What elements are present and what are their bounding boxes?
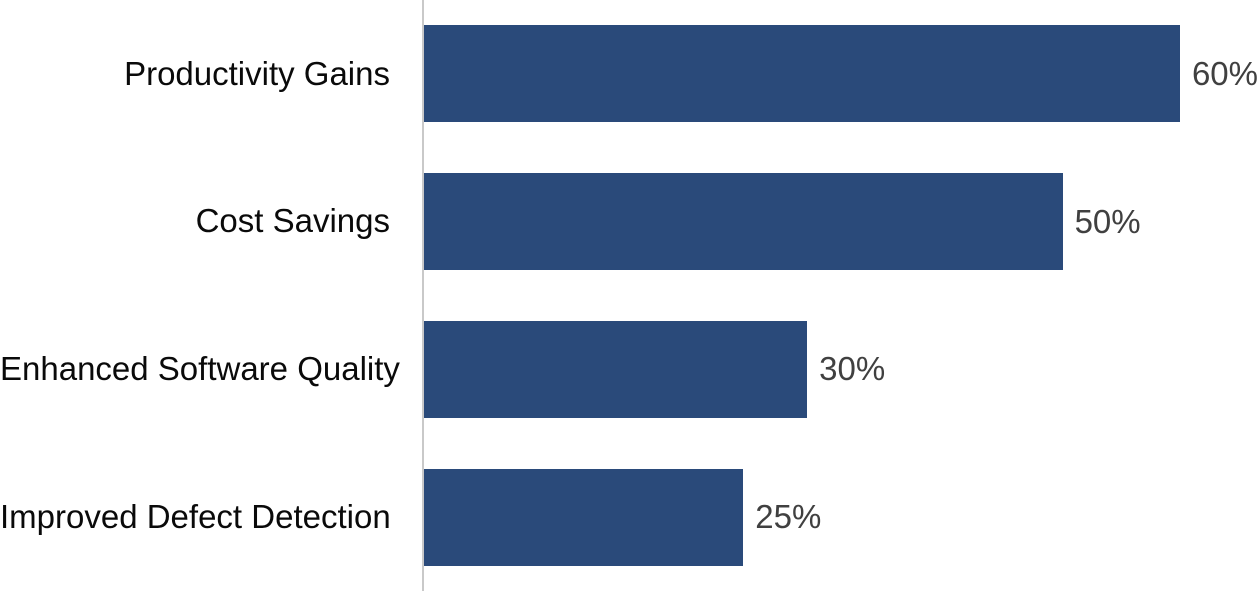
y-axis-line: [422, 0, 424, 591]
bar-area: 25%: [424, 443, 1258, 591]
value-label: 25%: [755, 498, 822, 536]
bar-row: Improved Defect Detection 25%: [0, 443, 1258, 591]
bar-row: Cost Savings 50%: [0, 148, 1258, 296]
bar-area: 60%: [424, 0, 1258, 148]
category-label: Cost Savings: [195, 202, 390, 240]
bar-row: Enhanced Software Quality 30%: [0, 296, 1258, 444]
bar-row: Productivity Gains 60%: [0, 0, 1258, 148]
category-label: Improved Defect Detection: [0, 497, 391, 535]
bar: [424, 25, 1180, 123]
category-label: Productivity Gains: [124, 54, 390, 92]
bar-area: 30%: [424, 296, 1258, 444]
category-label: Enhanced Software Quality: [0, 350, 400, 388]
bar-area: 50%: [424, 148, 1258, 296]
bar: [424, 320, 808, 418]
value-label: 50%: [1074, 202, 1141, 240]
bar: [424, 468, 744, 566]
value-label: 60%: [1191, 54, 1258, 92]
value-label: 30%: [819, 350, 886, 388]
bar: [424, 173, 1063, 271]
